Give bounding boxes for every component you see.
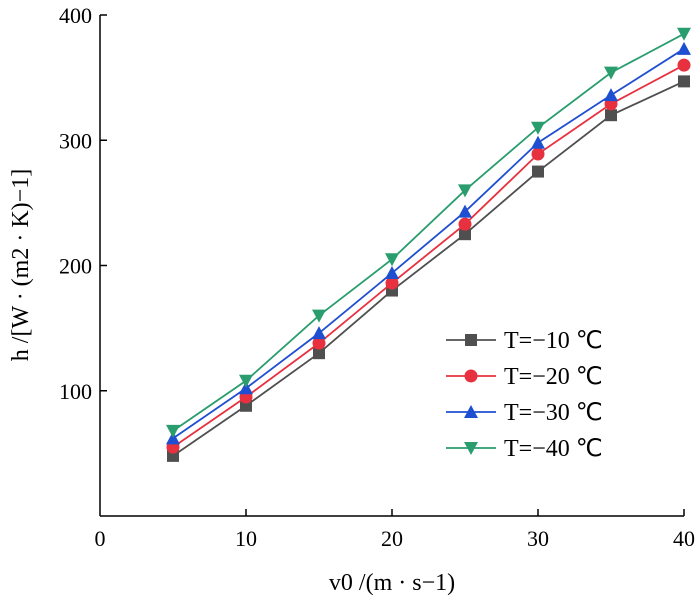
x-ticks: 0 10 20 30 40 <box>95 509 695 551</box>
series-1 <box>167 75 690 462</box>
series-line <box>172 48 685 440</box>
x-tick-label: 30 <box>527 526 549 551</box>
data-point <box>459 228 471 241</box>
legend-label: T=−20 ℃ <box>504 364 603 390</box>
x-tick-label: 10 <box>235 526 257 551</box>
legend-item: T=−20 ℃ <box>446 364 603 390</box>
series-line <box>172 80 685 457</box>
data-point <box>312 309 326 323</box>
data-point <box>240 399 252 412</box>
data-point <box>677 58 691 72</box>
legend-item: T=−40 ℃ <box>446 436 603 462</box>
y-tick-label: 100 <box>59 379 92 404</box>
series-4 <box>166 27 691 438</box>
data-point <box>166 431 180 445</box>
data-point <box>531 121 545 135</box>
data-point <box>604 88 618 102</box>
y-tick-label: 300 <box>59 128 92 153</box>
series-group <box>166 27 691 462</box>
legend: T=−10 ℃ T=−20 ℃ T=−30 ℃ T=−40 ℃ <box>446 328 603 462</box>
data-point <box>532 165 544 178</box>
legend-marker <box>464 405 478 418</box>
y-tick-label: 400 <box>59 3 92 28</box>
legend-item: T=−10 ℃ <box>446 328 603 354</box>
legend-marker <box>465 334 477 346</box>
data-point <box>385 266 399 280</box>
data-point <box>458 184 472 198</box>
data-point <box>166 424 180 438</box>
data-point <box>239 381 253 395</box>
x-tick-label: 20 <box>381 526 403 551</box>
legend-label: T=−30 ℃ <box>504 400 603 426</box>
data-point <box>677 41 691 55</box>
legend-item: T=−30 ℃ <box>446 400 603 426</box>
x-tick-label: 0 <box>95 526 106 551</box>
data-point <box>604 66 618 80</box>
y-tick-label: 200 <box>59 254 92 279</box>
y-ticks: 100 200 300 400 <box>59 3 107 404</box>
legend-label: T=−40 ℃ <box>504 436 603 462</box>
data-point <box>677 27 691 41</box>
data-point <box>313 347 325 360</box>
data-point <box>531 147 545 161</box>
data-point <box>531 135 545 149</box>
x-axis-label: v0 /(m · s−1) <box>329 570 455 596</box>
legend-marker <box>464 442 478 455</box>
series-3 <box>166 41 691 445</box>
legend-label: T=−10 ℃ <box>504 328 603 354</box>
data-point <box>605 109 617 122</box>
series-line <box>172 32 685 432</box>
data-point <box>385 276 399 290</box>
data-point <box>458 204 472 218</box>
data-point <box>385 253 399 267</box>
series-2 <box>166 58 691 454</box>
data-point <box>678 75 690 88</box>
data-point <box>312 326 326 340</box>
x-tick-label: 40 <box>673 526 695 551</box>
legend-marker <box>464 369 478 383</box>
data-point <box>239 374 253 388</box>
data-point <box>458 217 472 231</box>
data-point <box>312 336 326 350</box>
data-point <box>167 449 179 462</box>
series-line <box>172 64 685 448</box>
y-axis-label: h /[W · (m2 · K)−1] <box>8 169 34 361</box>
